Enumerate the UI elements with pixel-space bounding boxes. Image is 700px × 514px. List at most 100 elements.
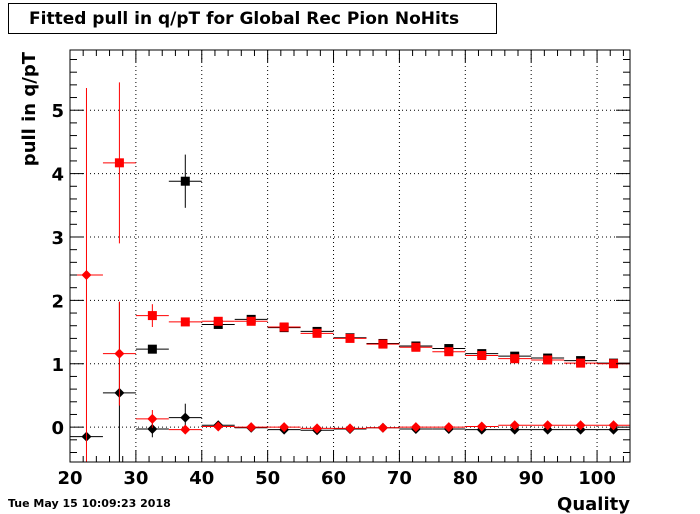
- x-tick-label: 50: [255, 468, 280, 489]
- chart-title: Fitted pull in q/pT for Global Rec Pion …: [29, 9, 460, 29]
- data-point: [267, 422, 301, 433]
- diamond-marker: [377, 422, 388, 433]
- x-tick-label: 100: [578, 468, 616, 489]
- diamond-marker: [345, 423, 355, 434]
- data-point: [498, 420, 532, 431]
- data-point: [135, 410, 169, 428]
- diamond-marker: [312, 423, 323, 434]
- square-marker: [543, 355, 553, 365]
- x-tick-label: 20: [57, 468, 82, 489]
- square-marker: [279, 322, 289, 332]
- y-tick-label: 4: [51, 165, 64, 186]
- data-point: [135, 304, 169, 327]
- square-marker: [180, 317, 190, 327]
- data-point: [531, 355, 565, 365]
- square-marker: [147, 344, 157, 354]
- data-point: [102, 301, 136, 406]
- axes: [69, 49, 631, 463]
- square-marker: [378, 339, 388, 349]
- x-tick-label: 80: [453, 468, 478, 489]
- diamond-marker: [213, 421, 224, 432]
- diamond-marker: [180, 412, 191, 423]
- diamond-marker: [608, 420, 619, 431]
- square-marker: [609, 359, 619, 369]
- data-point: [102, 82, 136, 244]
- square-marker: [411, 342, 421, 352]
- data-point: [135, 420, 169, 438]
- data-point: [564, 420, 598, 431]
- diamond-marker: [147, 424, 158, 435]
- x-tick-label: 30: [123, 468, 148, 489]
- series-0: [135, 154, 630, 368]
- data-point: [135, 344, 169, 354]
- x-tick-label: 70: [387, 468, 412, 489]
- square-marker: [510, 354, 520, 364]
- y-axis-title: pull in q/pT: [19, 51, 40, 166]
- data-point: [465, 421, 499, 432]
- data-point: [201, 421, 235, 432]
- data-point: [300, 328, 334, 338]
- timestamp: Tue May 15 10:09:23 2018: [8, 497, 171, 510]
- plot-frame: [69, 49, 631, 463]
- data-point: [432, 422, 466, 433]
- data-point: [564, 358, 598, 368]
- data-point: [201, 316, 235, 326]
- data-point: [234, 316, 268, 326]
- diamond-marker: [509, 420, 520, 431]
- data-point: [168, 154, 202, 208]
- data-point: [333, 423, 367, 434]
- diamond-marker: [443, 422, 454, 433]
- square-marker: [312, 328, 322, 338]
- data-point: [168, 317, 202, 327]
- data-point: [399, 422, 433, 433]
- data-point: [333, 333, 367, 343]
- square-marker: [345, 333, 355, 343]
- y-tick-label: 0: [51, 418, 64, 439]
- y-tick-label: 1: [51, 355, 64, 376]
- diamond-marker: [542, 420, 553, 431]
- diamond-marker: [279, 422, 290, 433]
- diamond-marker: [147, 413, 158, 424]
- square-marker: [444, 347, 454, 357]
- data-point: [70, 88, 103, 462]
- square-marker: [213, 316, 223, 326]
- square-marker: [114, 158, 124, 168]
- grid: [70, 50, 630, 462]
- series-2: [70, 302, 630, 462]
- x-tick-label: 40: [189, 468, 214, 489]
- data-point: [465, 351, 499, 361]
- series-1: [102, 82, 630, 369]
- data-point: [498, 354, 532, 364]
- y-tick-label: 5: [51, 101, 64, 122]
- diamond-marker: [81, 270, 92, 281]
- data-point: [597, 420, 630, 431]
- data-point: [366, 422, 400, 433]
- square-marker: [180, 176, 190, 186]
- diamond-marker: [114, 348, 125, 359]
- y-tick-label: 2: [51, 291, 64, 312]
- diamond-marker: [180, 424, 191, 435]
- data-point: [168, 424, 202, 435]
- y-tick-label: 3: [51, 228, 64, 249]
- series-3: [70, 88, 630, 462]
- data-point: [267, 322, 301, 332]
- data-point: [399, 342, 433, 352]
- data-point: [531, 420, 565, 431]
- chart-title-box: Fitted pull in q/pT for Global Rec Pion …: [8, 3, 497, 34]
- diamond-marker: [410, 422, 421, 433]
- data-point: [300, 423, 334, 434]
- data-point: [432, 347, 466, 357]
- x-tick-label: 60: [321, 468, 346, 489]
- square-marker: [246, 316, 256, 326]
- data-point: [366, 339, 400, 349]
- square-marker: [147, 311, 157, 321]
- diamond-marker: [246, 422, 257, 433]
- series-layer: [70, 82, 630, 462]
- x-axis-title: Quality: [557, 494, 630, 514]
- square-marker: [576, 358, 586, 368]
- data-point: [234, 422, 268, 433]
- x-tick-label: 90: [519, 468, 544, 489]
- diamond-marker: [575, 420, 586, 431]
- diamond-marker: [476, 421, 487, 432]
